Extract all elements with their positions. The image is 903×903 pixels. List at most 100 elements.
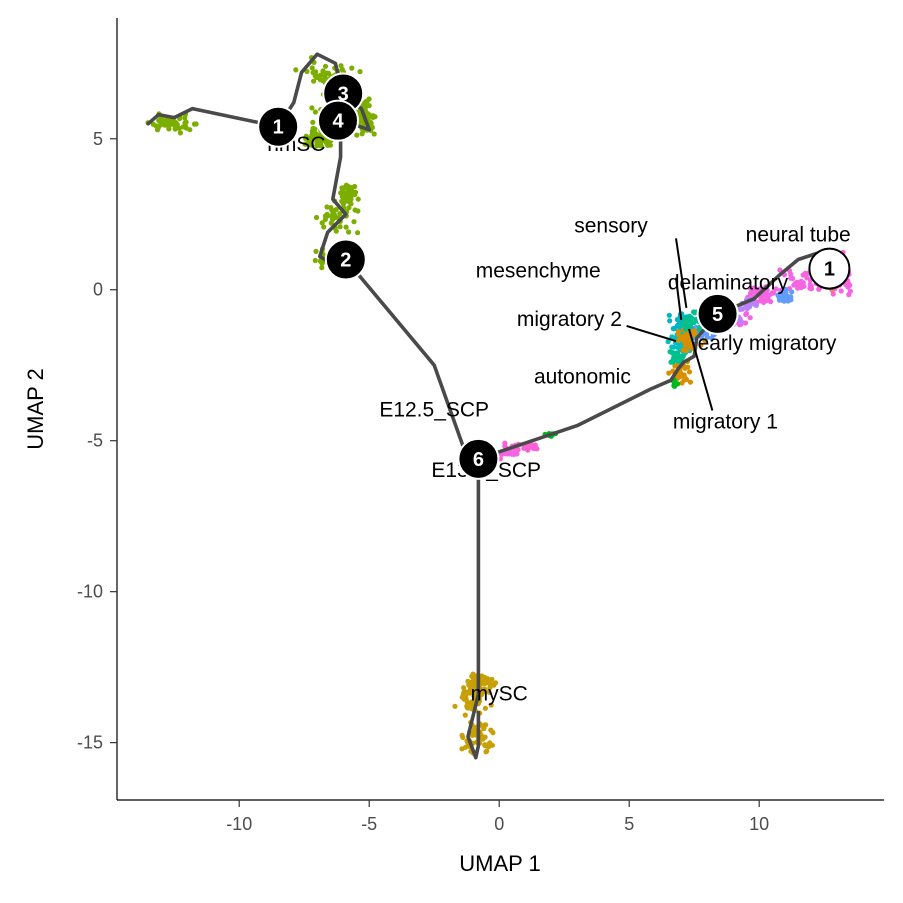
cell-point <box>839 288 844 293</box>
trajectory-node: 2 <box>326 240 366 280</box>
cluster-label: autonomic <box>534 365 631 388</box>
cell-point <box>367 103 372 108</box>
cluster-label: E12.5_SCP <box>379 399 489 422</box>
trajectory-lines <box>148 54 832 758</box>
cell-point <box>320 78 325 83</box>
cell-point <box>313 249 318 254</box>
cell-point <box>676 374 681 379</box>
y-tick-label: -5 <box>87 431 103 451</box>
cell-point <box>332 212 337 217</box>
cluster-label: migratory 2 <box>517 308 622 331</box>
node-label: 2 <box>340 250 351 272</box>
cell-point <box>328 143 333 148</box>
cell-point <box>460 733 465 738</box>
cluster-label: sensory <box>574 214 648 237</box>
cell-point <box>530 445 535 450</box>
cell-point <box>739 306 744 311</box>
cell-point <box>346 205 351 210</box>
cell-point <box>320 68 325 73</box>
cell-point <box>346 229 351 234</box>
trajectory-node: 5 <box>698 294 738 334</box>
cell-point <box>675 345 680 350</box>
trajectory-segment <box>468 459 478 758</box>
cell-point <box>846 292 851 297</box>
x-tick-label: 0 <box>494 814 504 834</box>
cell-point <box>310 120 315 125</box>
cluster-label: delaminatory <box>668 272 789 295</box>
cell-point <box>310 65 315 70</box>
cell-point <box>667 318 672 323</box>
cell-point <box>194 121 199 126</box>
cell-point <box>788 276 793 281</box>
y-tick-label: 0 <box>93 280 103 300</box>
cell-point <box>155 127 160 132</box>
cell-point <box>314 215 319 220</box>
cell-point <box>679 380 684 385</box>
node-label: 1 <box>273 117 284 139</box>
cell-point <box>682 372 687 377</box>
cell-point <box>313 258 318 263</box>
cell-point <box>311 70 316 75</box>
cell-point <box>671 326 676 331</box>
cell-point <box>158 122 163 127</box>
cell-point <box>490 730 495 735</box>
x-tick-label: 10 <box>749 814 769 834</box>
cell-point <box>669 344 674 349</box>
cell-point <box>804 275 809 280</box>
cell-point <box>783 297 788 302</box>
cell-point <box>338 224 343 229</box>
cell-point <box>357 69 362 74</box>
cell-point <box>459 746 464 751</box>
cell-point <box>321 224 326 229</box>
x-tick-label: -10 <box>226 814 252 834</box>
cell-point <box>365 111 370 116</box>
cell-point <box>356 197 361 202</box>
cell-point <box>670 360 675 365</box>
cell-point <box>353 207 358 212</box>
cell-point <box>178 130 183 135</box>
cell-point <box>344 183 349 188</box>
cell-point <box>672 384 677 389</box>
x-tick-label: -5 <box>361 814 377 834</box>
axis-ticks: -10 -5 0 5 1050-5-10-15 <box>77 129 769 834</box>
cell-point <box>352 192 357 197</box>
cluster-label: neural tube <box>746 223 851 246</box>
cell-point <box>452 704 457 709</box>
cell-point <box>682 340 687 345</box>
cell-point <box>182 116 187 121</box>
cell-point <box>334 229 339 234</box>
cell-point <box>469 674 474 679</box>
cell-point <box>345 195 350 200</box>
cell-point <box>764 298 769 303</box>
cell-point <box>323 64 328 69</box>
cell-points <box>145 55 853 756</box>
cell-point <box>462 697 467 702</box>
cluster-label: migratory 1 <box>673 411 778 434</box>
y-tick-label: -10 <box>77 582 103 602</box>
cell-point <box>309 105 314 110</box>
node-label: 5 <box>712 304 723 326</box>
cell-point <box>483 706 488 711</box>
cell-point <box>314 75 319 80</box>
cell-point <box>680 322 685 327</box>
trajectory-node: 1 <box>809 249 849 289</box>
cell-point <box>313 109 318 114</box>
cell-point <box>483 722 488 727</box>
x-tick-label: 5 <box>624 814 634 834</box>
node-label: 4 <box>332 111 344 133</box>
cell-point <box>507 451 512 456</box>
cell-point <box>801 284 806 289</box>
cluster-labels: nmSCmySCE12.5_SCPE13.5_SCPneural tubesen… <box>267 133 851 706</box>
cell-point <box>808 282 813 287</box>
cluster-label: mySC <box>471 682 528 705</box>
cell-point <box>685 321 690 326</box>
cell-point <box>791 283 796 288</box>
cell-point <box>688 380 693 385</box>
cell-point <box>351 219 356 224</box>
cell-point <box>349 66 354 71</box>
cell-point <box>809 286 814 291</box>
y-tick-label: 5 <box>93 129 103 149</box>
cell-point <box>748 315 753 320</box>
cell-point <box>667 313 672 318</box>
